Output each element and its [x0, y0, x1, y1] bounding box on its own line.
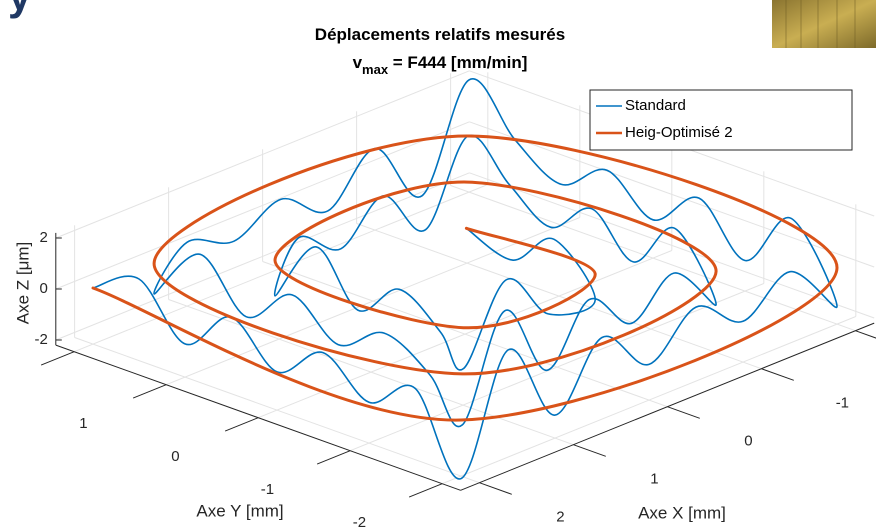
- x-tick-label: 2: [556, 509, 564, 526]
- x-tick-label: -1: [836, 395, 849, 412]
- grid-line: [469, 121, 875, 268]
- y-tick: [40, 351, 75, 366]
- series-line: [92, 78, 838, 480]
- grid-line: [442, 316, 856, 485]
- grid-line: [55, 121, 470, 290]
- legend-label: Heig-Optimisé 2: [625, 124, 733, 141]
- z-tick-label: -2: [34, 331, 47, 348]
- y-tick-label: 0: [171, 448, 179, 465]
- legend: Standard Heig-Optimisé 2: [589, 89, 853, 151]
- x-tick: [479, 482, 512, 495]
- grid-line: [469, 172, 875, 319]
- photo-thumbnail: [772, 0, 876, 48]
- y-tick: [408, 483, 443, 498]
- plot-lines: [91, 78, 839, 480]
- y-tick: [132, 384, 167, 399]
- y-tick-label: -1: [261, 481, 274, 498]
- legend-label: Standard: [625, 97, 686, 114]
- subtitle-subscript: max: [362, 62, 389, 77]
- x-tick-label: 1: [650, 471, 658, 488]
- grid-line: [166, 217, 580, 386]
- heading-fragment: y: [8, 0, 32, 19]
- chart-subtitle: vmax = F444 [mm/min]: [353, 53, 528, 77]
- grid-line: [258, 250, 672, 419]
- z-axis-label: Axe Z [μm]: [13, 242, 32, 325]
- subtitle-part: v: [353, 53, 363, 72]
- subtitle-part: = F444 [mm/min]: [388, 53, 527, 72]
- x-tick-label: 0: [744, 433, 752, 450]
- chart-title: Déplacements relatifs mesurés: [315, 25, 565, 44]
- z-tick-label: 2: [39, 229, 47, 246]
- series-line: [91, 134, 839, 422]
- photo-stripes: [785, 0, 856, 48]
- z-tick-label: 0: [39, 280, 47, 297]
- legend-box: [589, 89, 853, 151]
- y-tick: [316, 450, 351, 465]
- grid-line: [55, 172, 470, 341]
- x-tick: [761, 368, 794, 381]
- y-tick-label: 1: [79, 415, 87, 432]
- y-tick: [224, 417, 259, 432]
- x-tick: [855, 330, 876, 339]
- grid-line: [55, 70, 470, 239]
- x-tick: [573, 444, 606, 457]
- y-tick-label: -2: [353, 514, 366, 527]
- grid: [55, 70, 875, 485]
- grid-line: [350, 283, 764, 452]
- grid-line: [74, 184, 488, 353]
- y-axis-label: Axe Y [mm]: [196, 501, 283, 520]
- x-tick: [667, 406, 700, 419]
- x-axis-label: Axe X [mm]: [638, 503, 726, 522]
